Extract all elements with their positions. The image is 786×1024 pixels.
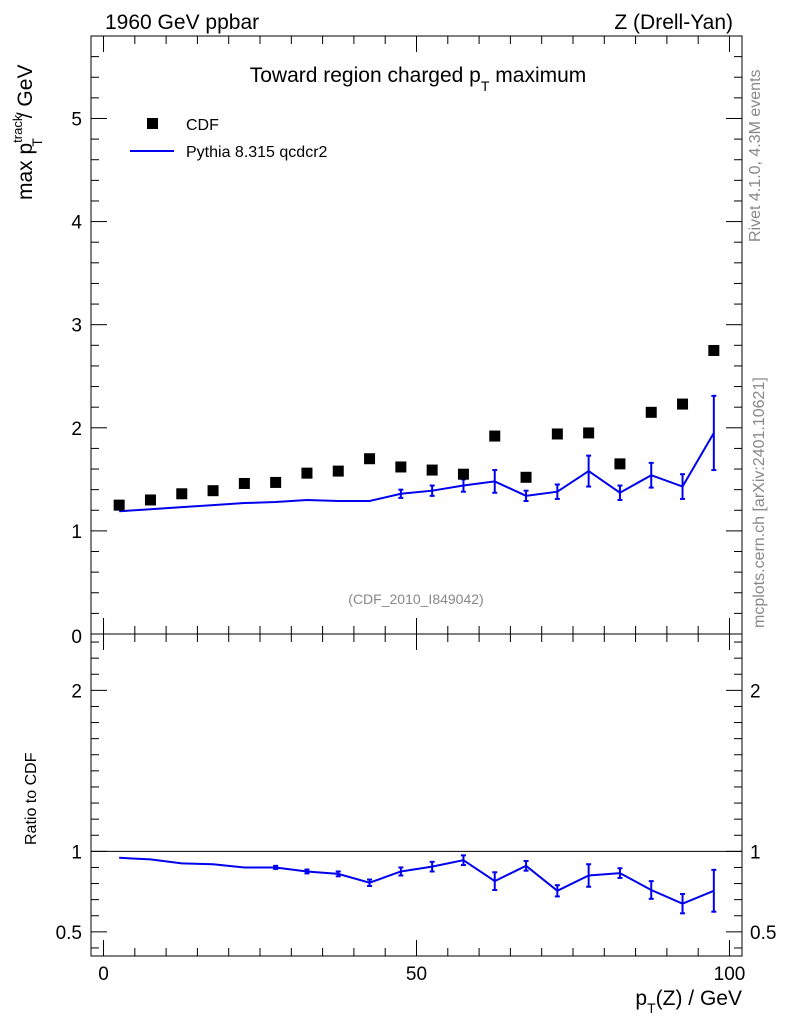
y-tick-label: 5 [71, 109, 82, 130]
x-tick-label: 50 [406, 964, 427, 985]
ratio-y-tick-labels: 0.5 1 2 [56, 681, 82, 944]
legend-mc-label: Pythia 8.315 qcdcr2 [186, 144, 328, 161]
ratio-y-tick-labels-right: 0.5 1 2 [750, 681, 776, 944]
y-tick-label: 4 [71, 213, 82, 234]
chart-title-sub: T [481, 78, 490, 94]
ratio-error-bars [273, 854, 717, 915]
cdf-data-point [677, 398, 689, 410]
cdf-data-point [583, 427, 595, 439]
ratio-y-tick-label: 1 [71, 842, 82, 863]
cdf-data-point [176, 488, 188, 500]
cdf-data-point [520, 471, 532, 483]
mc-error-bars [398, 394, 717, 502]
ratio-axis-ticks [91, 634, 742, 956]
x-axis-label-sub: T [647, 1000, 656, 1016]
cdf-data-point [364, 453, 376, 465]
chart-title: Toward region charged pT maximum [250, 64, 587, 94]
cdf-data-point [645, 406, 657, 418]
x-tick-labels: 0 50 100 [98, 964, 745, 985]
y-axis-label-sub: T [29, 138, 45, 147]
y-tick-label: 1 [71, 522, 82, 543]
header-left: 1960 GeV ppbar [105, 11, 259, 34]
ratio-y-axis-label: Ratio to CDF [23, 752, 40, 845]
cdf-data-point [270, 476, 282, 488]
cdf-data-point [207, 485, 219, 497]
y-tick-label: 2 [71, 419, 82, 440]
y-axis-label: max ptrack T / GeV [10, 65, 45, 200]
cdf-data-point [614, 458, 626, 470]
cdf-data-point [708, 344, 720, 356]
chart-title-main: Toward region charged p [250, 64, 481, 87]
ratio-y-tick-label-right: 2 [750, 681, 761, 702]
mcplots-label: mcplots.cern.ch [arXiv:2401.10621] [751, 377, 768, 628]
analysis-watermark: (CDF_2010_I849042) [348, 591, 483, 607]
y-tick-label: 3 [71, 316, 82, 337]
legend-cdf-marker [147, 118, 158, 129]
cdf-data-point [238, 477, 250, 489]
cdf-data-point [489, 430, 501, 442]
ratio-series-line [119, 856, 715, 905]
ratio-frame [90, 633, 743, 957]
ratio-y-tick-label: 0.5 [56, 923, 82, 944]
legend-cdf-label: CDF [186, 117, 219, 134]
ratio-y-tick-label-right: 1 [750, 842, 761, 863]
cdf-data-point [457, 468, 469, 480]
x-axis-label-main: p [635, 987, 647, 1010]
x-axis-label-tail: (Z) / GeV [656, 987, 742, 1010]
y-tick-label-zero: 0 [71, 627, 82, 648]
cdf-data-point [144, 494, 156, 506]
legend: CDF Pythia 8.315 qcdcr2 [130, 117, 328, 161]
header-right: Z (Drell-Yan) [614, 11, 733, 34]
x-axis-label: pT(Z) / GeV [635, 987, 742, 1016]
x-tick-label: 0 [98, 964, 109, 985]
rivet-label: Rivet 4.1.0, 4.3M events [747, 69, 764, 242]
cdf-data-point [395, 461, 407, 473]
ratio-y-tick-label-right: 0.5 [750, 923, 776, 944]
main-axis-ticks [91, 35, 742, 635]
cdf-data-point [332, 465, 344, 477]
cdf-markers [113, 344, 720, 511]
x-tick-label: 100 [714, 964, 746, 985]
chart-title-tail: maximum [489, 64, 586, 87]
y-axis-label-tail: / GeV [14, 65, 37, 125]
cdf-data-point [551, 428, 563, 440]
ratio-panel: 0.5 1 2 0.5 1 2 Ratio to CDF 0 50 100 pT(Z) / … [23, 633, 776, 1016]
cdf-data-point [113, 499, 125, 511]
mc-series-line [119, 432, 715, 513]
main-y-tick-labels: 1 2 3 4 5 [71, 109, 82, 542]
y-axis-label-main: max p [14, 143, 37, 200]
ratio-y-tick-label: 2 [71, 681, 82, 702]
cdf-data-point [426, 464, 438, 476]
cdf-data-point [301, 467, 313, 479]
y-axis-label-sup: track [10, 114, 25, 143]
